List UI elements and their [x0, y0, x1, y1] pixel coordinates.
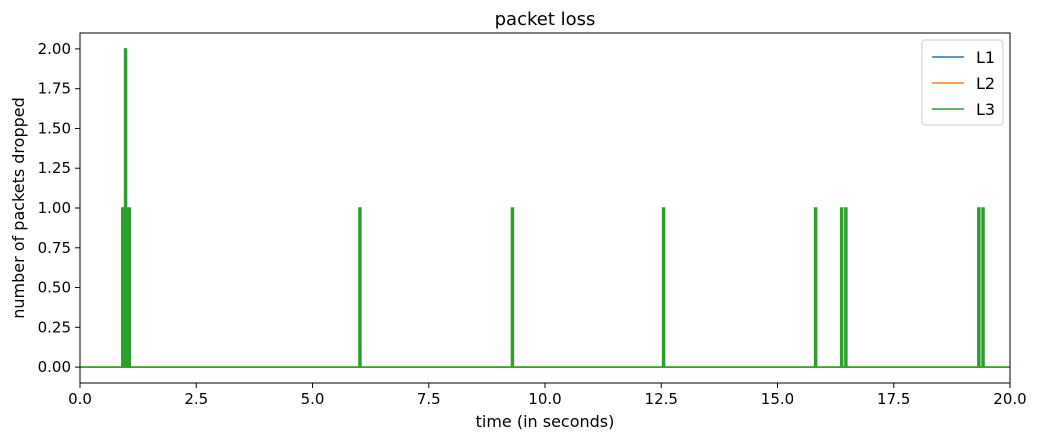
x-tick-label: 7.5 [417, 390, 441, 408]
x-tick-label: 0.0 [68, 390, 92, 408]
legend: L1 L2 L3 [921, 39, 1004, 126]
legend-label-l2: L2 [976, 74, 995, 93]
y-tick-label: 0.25 [38, 318, 71, 336]
y-tick-label: 2.00 [38, 40, 71, 58]
plot-frame [79, 32, 1011, 384]
y-tick-label: 1.25 [38, 159, 71, 177]
y-tick-label: 0.50 [38, 279, 71, 297]
x-tick-label: 15.0 [761, 390, 794, 408]
x-tick-label: 2.5 [184, 390, 208, 408]
chart-title: packet loss [495, 9, 596, 30]
x-tick-label: 12.5 [645, 390, 678, 408]
series-line-l3 [80, 48, 1010, 368]
y-tick-label: 1.50 [38, 119, 71, 137]
legend-label-l1: L1 [976, 48, 995, 67]
x-tick-label: 5.0 [301, 390, 325, 408]
y-tick-label: 0.75 [38, 239, 71, 257]
x-tick-label: 17.5 [877, 390, 910, 408]
x-tick-label: 10.0 [528, 390, 561, 408]
y-axis-label: number of packets dropped [9, 97, 28, 319]
legend-label-l3: L3 [976, 100, 995, 119]
y-tick-label: 1.75 [38, 80, 71, 98]
x-tick-label: 20.0 [993, 390, 1026, 408]
x-axis-label: time (in seconds) [476, 412, 615, 431]
y-tick-label: 0.00 [38, 358, 71, 376]
y-tick-label: 1.00 [38, 199, 71, 217]
